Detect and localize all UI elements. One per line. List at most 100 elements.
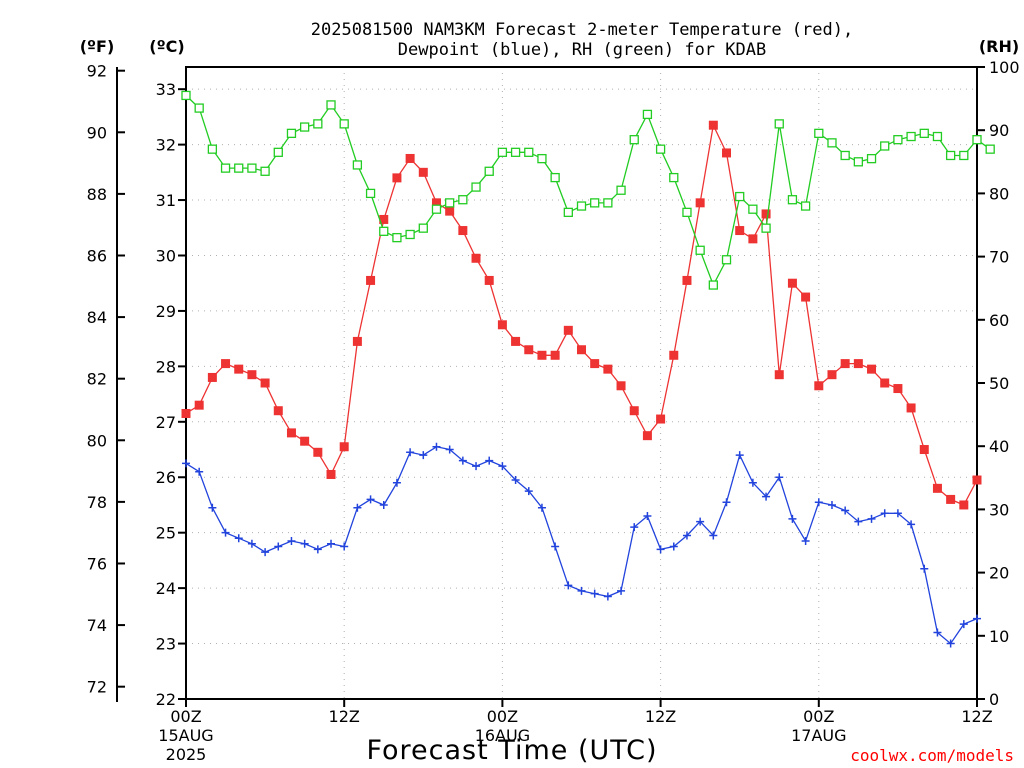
chart-title-line-2: Dewpoint (blue), RH (green) for KDAB	[398, 40, 766, 60]
temperature-point	[563, 325, 573, 335]
source-credit: coolwx.com/models	[850, 746, 1014, 765]
dewpoint-point	[709, 531, 718, 540]
x-tick-year-label: 2025	[166, 745, 207, 764]
celsius-tick-label: 24	[156, 579, 176, 598]
rh-point	[352, 160, 363, 170]
dewpoint-point	[814, 498, 823, 507]
dewpoint-point	[933, 628, 942, 637]
dewpoint-point	[195, 467, 204, 476]
dewpoint-point	[762, 492, 771, 501]
dewpoint-point	[682, 531, 691, 540]
dewpoint-point	[748, 478, 757, 487]
rh-point	[247, 163, 257, 173]
temperature-point	[471, 253, 481, 263]
dewpoint-point	[643, 512, 652, 521]
celsius-tick-label: 33	[156, 80, 176, 99]
rh-point	[985, 144, 995, 154]
dewpoint-point	[920, 564, 929, 573]
dewpoint-point	[247, 539, 256, 548]
temperature-point	[787, 278, 797, 288]
rh-point	[959, 150, 969, 161]
dewpoint-point	[946, 639, 955, 648]
x-tick-label: 00Z	[487, 707, 518, 726]
rh-point	[616, 185, 626, 195]
rh-point	[484, 166, 494, 176]
dewpoint-point	[841, 506, 850, 515]
rh-point	[458, 195, 468, 205]
chart-title-line-1: 2025081500 NAM3KM Forecast 2-meter Tempe…	[311, 20, 853, 40]
rh-point	[642, 109, 653, 120]
rh-point	[590, 198, 600, 208]
dewpoint-point	[775, 473, 784, 482]
rh-point	[339, 119, 349, 129]
celsius-unit-label: (ºC)	[149, 37, 184, 56]
dewpoint-point	[274, 542, 283, 551]
x-tick-label: 12Z	[961, 707, 992, 726]
temperature-point	[339, 442, 349, 452]
rh-point	[392, 232, 402, 243]
rh-point	[774, 119, 784, 129]
rh-tick-label: 50	[989, 374, 1009, 393]
fahrenheit-unit-label: (ºF)	[80, 37, 115, 56]
temperature-point	[669, 350, 679, 360]
fahrenheit-tick-label: 90	[87, 123, 107, 142]
temperature-point	[405, 153, 415, 163]
rh-point	[194, 103, 204, 113]
dewpoint-point	[221, 528, 230, 537]
rh-point	[563, 207, 573, 218]
rh-point	[721, 255, 732, 265]
rh-point	[761, 223, 771, 233]
fahrenheit-tick-label: 74	[87, 616, 107, 635]
rh-point	[972, 135, 982, 145]
fahrenheit-tick-label: 84	[87, 308, 107, 327]
celsius-tick-label: 26	[156, 468, 176, 487]
rh-tick-label: 20	[989, 564, 1009, 583]
rh-point	[431, 204, 442, 214]
temperature-point	[932, 483, 942, 493]
temperature-point	[867, 364, 877, 374]
rh-tick-label: 10	[989, 627, 1009, 646]
temperature-point	[497, 320, 507, 330]
celsius-tick-label: 25	[156, 524, 176, 543]
rh-point	[866, 153, 877, 164]
temperature-point	[972, 475, 982, 485]
temperature-point	[300, 436, 310, 446]
celsius-tick-label: 28	[156, 357, 176, 376]
rh-point	[313, 119, 323, 129]
x-tick-date-label: 17AUG	[791, 726, 846, 745]
celsius-tick-label: 30	[156, 246, 176, 265]
temperature-point	[946, 494, 956, 504]
rh-point	[748, 204, 758, 214]
rh-point	[299, 122, 310, 132]
fahrenheit-tick-label: 72	[87, 678, 107, 697]
rh-point	[827, 138, 837, 148]
rh-point	[550, 172, 560, 183]
dewpoint-point	[392, 478, 401, 487]
series-rh	[181, 90, 995, 290]
dewpoint-point	[630, 523, 639, 532]
temperature-point	[827, 370, 837, 380]
temperature-point	[511, 336, 521, 346]
temperature-point	[418, 167, 428, 177]
rh-point	[379, 226, 389, 236]
temperature-point	[893, 384, 903, 394]
rh-point	[880, 141, 890, 151]
x-tick-label: 12Z	[645, 707, 676, 726]
dewpoint-point	[551, 542, 560, 551]
temperature-point	[748, 234, 758, 244]
rh-point	[787, 195, 798, 205]
temperature-point	[603, 364, 613, 374]
rh-point	[286, 128, 297, 139]
temperature-point	[577, 345, 586, 355]
rh-point	[181, 90, 191, 101]
dewpoint-point	[893, 509, 902, 518]
rh-point	[497, 147, 508, 157]
rh-point	[273, 147, 283, 157]
x-tick-label: 00Z	[803, 707, 834, 726]
temperature-point	[590, 359, 600, 369]
dewpoint-point	[617, 586, 626, 595]
dewpoint-point	[907, 520, 916, 529]
rh-tick-label: 90	[989, 121, 1009, 140]
dewpoint-point	[182, 459, 190, 468]
dewpoint-point	[379, 500, 388, 509]
